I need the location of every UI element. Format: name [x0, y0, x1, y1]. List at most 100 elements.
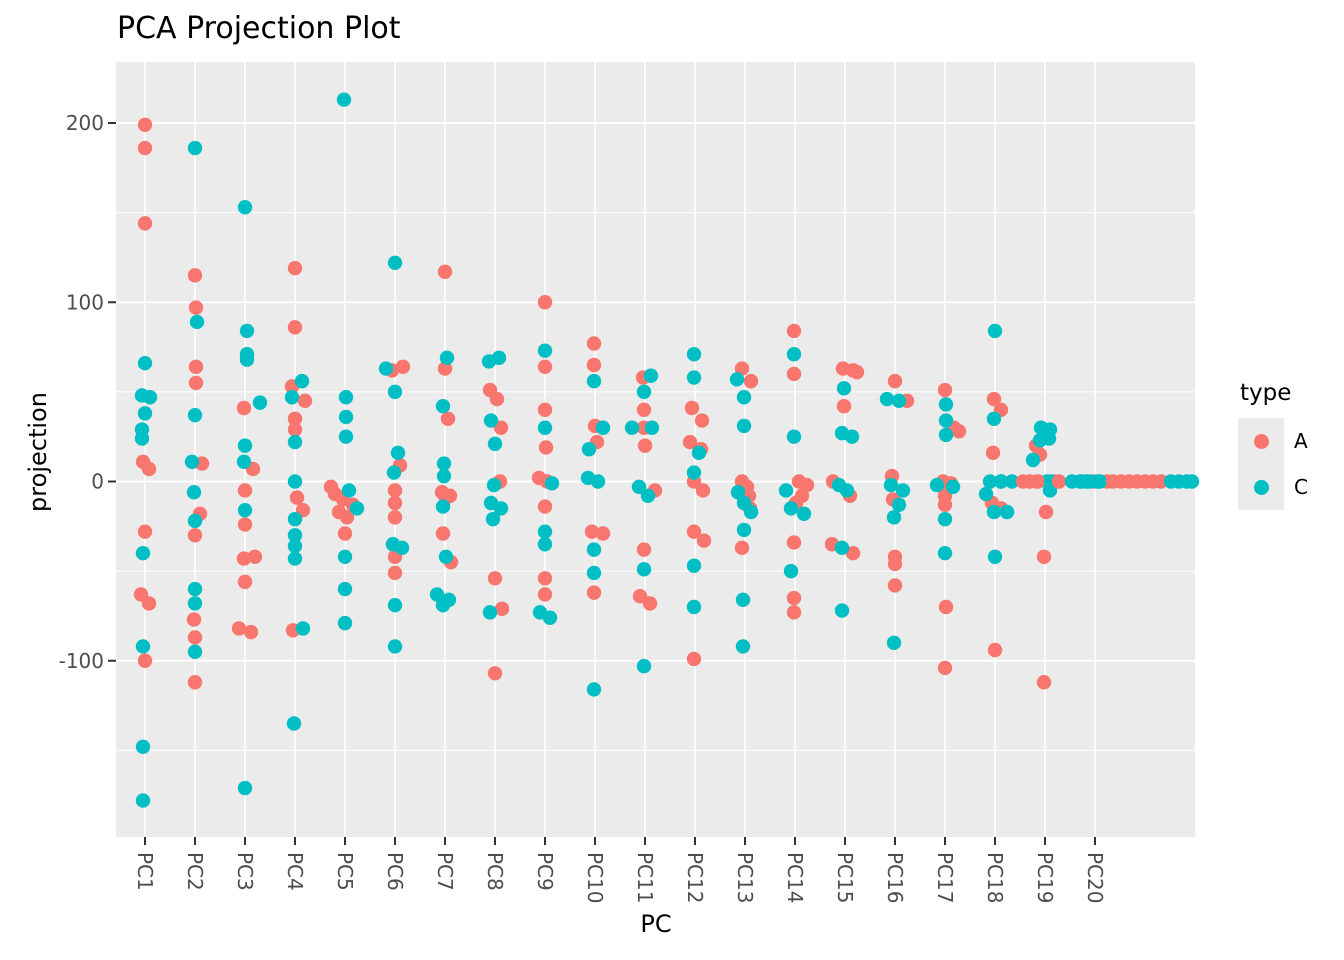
data-point-C [586, 682, 602, 697]
data-point-C [586, 542, 602, 557]
data-point-A [786, 366, 802, 382]
chart-title: PCA Projection Plot [117, 11, 401, 46]
data-point-C [337, 549, 353, 564]
data-point-A [247, 549, 263, 564]
data-point-A [734, 361, 750, 376]
data-point-C [938, 413, 954, 428]
data-point-C [184, 454, 200, 469]
data-point-A [137, 653, 153, 668]
data-point-A [186, 612, 202, 627]
data-point-C [186, 485, 202, 500]
data-point-C [834, 603, 850, 618]
data-point-C [544, 476, 560, 491]
data-point-C [743, 504, 759, 520]
data-point-A [237, 574, 253, 590]
data-point-C [387, 384, 403, 400]
data-point-C [844, 429, 860, 444]
data-point-C [287, 538, 303, 554]
data-point-C [187, 407, 203, 423]
data-point-C [542, 610, 558, 625]
data-point-A [187, 675, 203, 690]
data-point-A [937, 382, 953, 398]
data-point-A [537, 295, 553, 310]
data-point-C [691, 445, 707, 461]
data-point-A [799, 477, 815, 493]
x-tick-label: PC7 [433, 852, 457, 891]
data-point-C [137, 355, 153, 371]
data-point-A [440, 411, 456, 426]
data-point-C [387, 639, 403, 654]
data-point-A [137, 140, 153, 156]
x-tick-label: PC12 [683, 852, 707, 903]
data-point-C [945, 479, 961, 495]
data-point-C [883, 477, 899, 493]
data-point-C [287, 551, 303, 566]
data-point-C [435, 499, 451, 514]
data-point-A [836, 399, 852, 414]
data-point-C [135, 793, 151, 808]
data-point-C [736, 390, 752, 405]
data-point-C [891, 393, 907, 409]
data-point-C [640, 488, 656, 504]
panel-background [116, 62, 1195, 837]
data-point-C [537, 343, 553, 358]
x-tick-label: PC16 [883, 852, 907, 903]
data-point-C [537, 537, 553, 552]
data-point-A [188, 375, 204, 391]
x-tick-label: PC11 [633, 852, 657, 903]
data-point-A [696, 533, 712, 548]
legend-key-c: C [1238, 464, 1308, 510]
data-point-A [586, 336, 602, 351]
x-tick-label: PC8 [483, 852, 507, 891]
data-point-A [297, 393, 313, 409]
data-point-A [339, 510, 355, 525]
data-point-C [937, 546, 953, 561]
data-point-C [686, 465, 702, 480]
y-axis-title: projection [24, 392, 52, 512]
data-point-A [137, 524, 153, 539]
zero-row-point-C [1004, 474, 1020, 489]
data-point-C [237, 502, 253, 518]
data-point-A [188, 300, 204, 315]
data-point-A [387, 565, 403, 581]
data-point-C [686, 599, 702, 615]
data-point-C [624, 420, 640, 435]
data-point-C [537, 524, 553, 539]
data-point-C [938, 427, 954, 443]
x-tick-label: PC17 [933, 852, 957, 903]
data-point-C [487, 436, 503, 452]
data-point-A [734, 540, 750, 556]
data-point-C [778, 483, 794, 498]
data-point-C [729, 372, 745, 387]
x-axis-title: PC [640, 910, 672, 938]
data-point-C [378, 361, 394, 376]
data-point-A [586, 585, 602, 600]
data-point-A [243, 624, 259, 640]
data-point-C [586, 373, 602, 389]
data-point-A [187, 630, 203, 645]
data-point-C [937, 511, 953, 527]
data-point-C [886, 510, 902, 525]
y-tick-label: 100 [66, 290, 104, 314]
zero-row-point-A [1051, 474, 1067, 489]
data-point-C [938, 397, 954, 412]
data-point-C [135, 739, 151, 754]
data-point-C [636, 384, 652, 400]
data-point-C [631, 479, 647, 495]
data-point-C [429, 587, 445, 602]
data-point-A [636, 542, 652, 557]
data-point-C [1032, 433, 1048, 448]
data-point-A [786, 590, 802, 606]
data-point-C [436, 456, 452, 471]
data-point-A [937, 497, 953, 513]
data-point-C [390, 445, 406, 461]
data-point-A [387, 510, 403, 525]
data-point-C [435, 399, 451, 414]
zero-row-point-C [993, 474, 1009, 489]
data-point-A [887, 556, 903, 572]
legend-label-a: A [1294, 429, 1308, 453]
data-point-A [287, 411, 303, 426]
legend-keys: A C [1238, 418, 1308, 510]
